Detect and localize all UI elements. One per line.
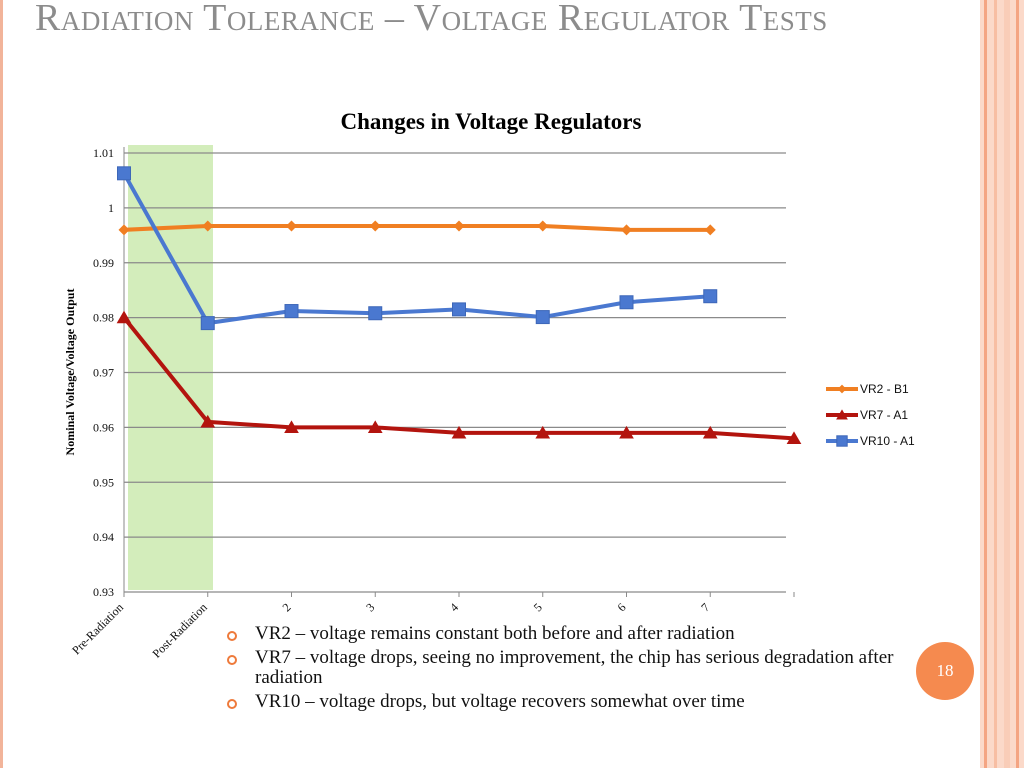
data-point-vr2-b1: [369, 220, 381, 232]
data-point-vr10-a1: [703, 289, 718, 304]
data-point-vr7-a1: [367, 420, 383, 433]
data-point-vr7-a1: [451, 425, 467, 439]
legend-marker-vr2-b1: [837, 384, 847, 394]
data-point-vr2-b1: [286, 220, 297, 232]
series-line-vr2-b1: [123, 223, 711, 232]
data-point-vr2-b1: [621, 224, 632, 236]
x-tick-label: 2: [279, 600, 293, 614]
bullet-vr2: VR2 – voltage remains constant both befo…: [225, 624, 915, 644]
bullet-vr2-text: VR2 – voltage remains constant both befo…: [255, 623, 735, 644]
data-point-vr10-a1: [200, 316, 215, 331]
x-tick-label: Post-Radiation: [150, 600, 210, 660]
data-point-vr2-b1: [537, 220, 549, 232]
data-point-vr7-a1: [786, 431, 802, 444]
data-point-vr2-b1: [202, 220, 214, 232]
legend-label-vr10-a1: VR10 - A1: [860, 434, 915, 448]
data-point-vr10-a1: [117, 166, 131, 181]
x-tick-label: Pre-Radiation: [69, 600, 126, 657]
bullet-vr10: VR10 – voltage drops, but voltage recove…: [225, 692, 915, 712]
data-point-vr7-a1: [284, 420, 299, 433]
data-point-vr10-a1: [619, 295, 634, 310]
data-point-vr10-a1: [368, 306, 383, 321]
slide-title: Radiation Tolerance – Voltage Regulator …: [35, 0, 828, 39]
series-line-vr10-a1: [122, 172, 711, 326]
data-point-vr7-a1: [619, 425, 634, 439]
x-tick-label: 3: [363, 600, 377, 614]
legend-marker-vr10-a1: [836, 435, 848, 447]
x-tick-label: 4: [447, 600, 461, 614]
right-decorative-stripes: [980, 0, 1024, 768]
bullet-vr7: VR7 – voltage drops, seeing no improveme…: [225, 648, 915, 688]
data-point-vr10-a1: [535, 310, 550, 325]
data-point-vr7-a1: [535, 425, 551, 439]
y-tick-label: 1.01: [93, 146, 114, 160]
series-line-vr7-a1: [122, 316, 795, 441]
y-tick-label: 1: [108, 201, 114, 215]
y-tick-label: 0.96: [93, 420, 114, 434]
y-tick-label: 0.94: [93, 530, 114, 544]
highlight-band: [128, 145, 213, 590]
legend-marker-vr7-a1: [836, 409, 848, 420]
legend-label-vr2-b1: VR2 - B1: [860, 382, 909, 396]
data-point-vr10-a1: [284, 304, 299, 319]
data-point-vr7-a1: [200, 414, 216, 428]
y-tick-label: 0.99: [93, 256, 114, 270]
bullet-circle-icon: [227, 655, 237, 665]
bullet-circle-icon: [227, 699, 237, 709]
y-axis-label: Nominal Voltage/Voltage Output: [63, 289, 77, 456]
x-tick-label: 6: [614, 600, 628, 614]
left-border-rule: [0, 0, 3, 768]
data-point-vr10-a1: [452, 302, 466, 317]
legend-label-vr7-a1: VR7 - A1: [860, 408, 908, 422]
x-tick-label: 5: [531, 600, 545, 614]
x-tick-label: 7: [698, 600, 712, 614]
bullet-circle-icon: [227, 631, 237, 641]
data-point-vr2-b1: [453, 220, 465, 232]
data-point-vr2-b1: [118, 224, 130, 236]
data-point-vr2-b1: [704, 224, 716, 236]
y-tick-label: 0.97: [93, 366, 114, 380]
y-tick-label: 0.93: [93, 585, 114, 599]
page-number-badge: 18: [916, 642, 974, 700]
y-tick-label: 0.95: [93, 475, 114, 489]
bullet-list: VR2 – voltage remains constant both befo…: [225, 624, 915, 716]
bullet-vr7-text: VR7 – voltage drops, seeing no improveme…: [255, 647, 894, 688]
data-point-vr7-a1: [702, 425, 718, 439]
chart-title: Changes in Voltage Regulators: [341, 109, 642, 134]
y-tick-label: 0.98: [93, 311, 114, 325]
bullet-vr10-text: VR10 – voltage drops, but voltage recove…: [255, 691, 745, 712]
data-point-vr7-a1: [116, 310, 132, 324]
